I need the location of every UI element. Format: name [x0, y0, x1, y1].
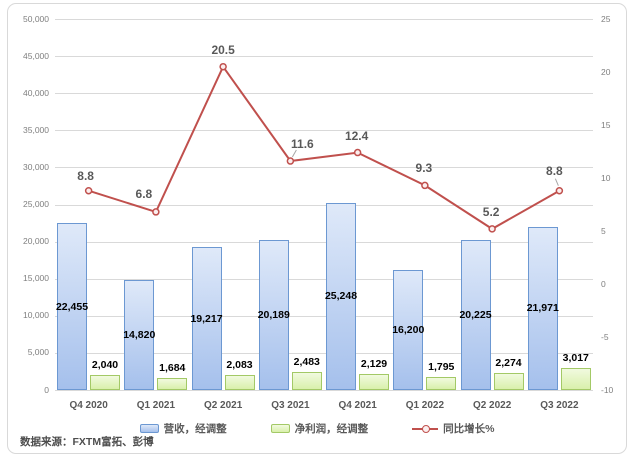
profit-bar: [90, 374, 120, 390]
legend-item: 净利润，经调整: [270, 421, 369, 436]
revenue-bar: [191, 247, 222, 390]
x-axis-category-label: Q2 2021: [203, 400, 243, 411]
gridline: [55, 390, 593, 391]
gridline: [55, 278, 593, 280]
legend-item: 同比增长%: [412, 421, 494, 436]
revenue-bar: [460, 239, 491, 390]
revenue-bar-label: 20,189: [257, 309, 290, 322]
revenue-bar-label: 19,217: [190, 312, 223, 325]
profit-bar-label: 2,129: [360, 358, 388, 371]
profit-bar: [426, 376, 457, 390]
y-axis-left-tick: 45,000: [23, 50, 49, 61]
gridline: [55, 241, 593, 243]
y-axis-right-tick: 25: [601, 13, 611, 24]
y-axis-left-tick: 15,000: [23, 273, 49, 284]
x-axis-category-label: Q4 2020: [69, 400, 108, 411]
profit-bar: [493, 373, 524, 390]
growth-point-label: 5.2: [482, 204, 500, 219]
revenue-bar: [258, 240, 289, 390]
profit-bar-label: 2,083: [226, 358, 253, 371]
gridline: [55, 167, 593, 169]
y-axis-left-tick: 10,000: [23, 310, 49, 321]
legend-line-marker: [422, 425, 431, 433]
legend-label: 营收，经调整: [163, 423, 227, 435]
profit-bar-label: 2,274: [495, 357, 522, 370]
profit-bar: [224, 374, 255, 390]
growth-line-swatch: [412, 424, 439, 433]
growth-point-label: 6.8: [135, 186, 153, 201]
revenue-bar-label: 22,455: [55, 300, 89, 313]
growth-point-label: 20.5: [211, 42, 235, 57]
y-axis-right-tick: 10: [601, 172, 611, 183]
gridline: [55, 315, 593, 317]
y-axis-left-tick: 5,000: [27, 347, 49, 358]
revenue-bar: [57, 223, 87, 390]
profit-bar-label: 2,483: [293, 355, 320, 368]
x-axis-category-label: Q3 2021: [271, 400, 310, 411]
revenue-bar: [124, 280, 155, 390]
profit-bar: [157, 377, 188, 390]
revenue-bar-label: 14,820: [123, 329, 156, 342]
y-axis-left-tick: 40,000: [23, 87, 49, 98]
y-axis-right-tick: 15: [601, 119, 611, 130]
profit-bar-label: 1,684: [159, 361, 186, 374]
profit-bar: [560, 367, 591, 390]
y-axis-right-tick: 0: [601, 278, 606, 289]
legend: 营收，经调整 净利润，经调整 同比增长%: [7, 421, 627, 436]
profit-bar-label: 3,017: [562, 351, 589, 364]
growth-point-label: 8.8: [546, 163, 563, 178]
x-axis-category-label: Q1 2021: [136, 400, 176, 411]
source-note: 数据来源：FXTM富拓、彭博: [20, 436, 154, 448]
y-axis-left-tick: 0: [44, 384, 49, 395]
growth-point-label: 9.3: [415, 161, 433, 176]
profit-bar-swatch: [270, 424, 290, 433]
gridline: [55, 93, 593, 95]
legend-label: 同比增长%: [443, 423, 495, 435]
y-axis-right-tick: 5: [601, 225, 606, 236]
profit-bar: [291, 371, 322, 390]
x-axis-category-label: Q3 2022: [540, 400, 579, 411]
legend-item: 营收，经调整: [139, 421, 227, 436]
revenue-bar-label: 16,200: [392, 323, 425, 336]
profit-bar-label: 2,040: [91, 358, 119, 371]
y-axis-left-tick: 35,000: [23, 124, 49, 135]
growth-point-label: 12.4: [344, 128, 369, 143]
y-axis-left-tick: 50,000: [23, 13, 49, 24]
y-axis-right-tick: 20: [601, 66, 611, 77]
gridline: [55, 56, 593, 58]
y-axis-right-tick: -10: [601, 384, 614, 395]
x-axis-category-label: Q2 2022: [472, 400, 512, 411]
y-axis-left-tick: 30,000: [23, 161, 49, 172]
profit-bar-label: 1,795: [428, 360, 455, 373]
growth-point-label: 11.6: [291, 137, 314, 152]
revenue-bar-label: 20,225: [459, 308, 492, 321]
revenue-bar: [393, 269, 424, 390]
growth-point-label: 8.8: [77, 168, 94, 183]
legend-label: 净利润，经调整: [294, 423, 369, 435]
gridline: [55, 130, 593, 132]
y-axis-left-tick: 20,000: [23, 236, 49, 247]
revenue-bar: [527, 226, 558, 390]
gridline: [55, 352, 593, 354]
revenue-bar-swatch: [139, 424, 159, 433]
y-axis-left-tick: 25,000: [23, 199, 49, 209]
profit-bar: [359, 374, 389, 390]
y-axis-right-tick: -5: [601, 331, 609, 342]
gridline: [55, 19, 593, 20]
x-axis-category-label: Q4 2021: [338, 400, 377, 411]
x-axis-category-label: Q1 2022: [405, 400, 445, 411]
revenue-bar-label: 21,971: [526, 302, 559, 315]
revenue-bar-label: 25,248: [324, 290, 358, 303]
